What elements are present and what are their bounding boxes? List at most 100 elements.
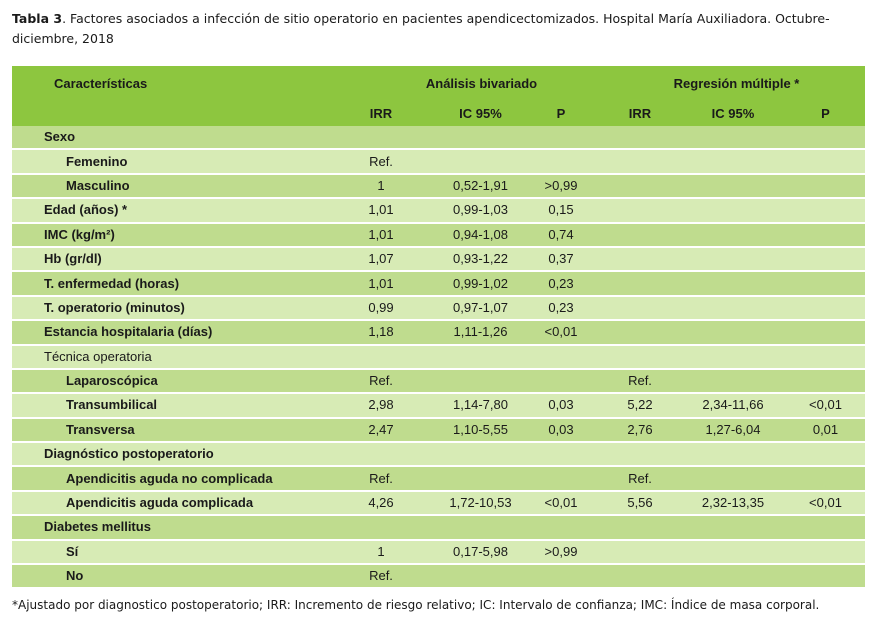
cell-irr-multiple (600, 320, 680, 346)
cell-ic95-multiple (680, 198, 786, 224)
cell-ic95-multiple (680, 271, 786, 297)
table-row: Femenino Ref. (12, 149, 866, 175)
cell-irr: 2,47 (323, 417, 439, 444)
header-col-irr-multiple: IRR (600, 101, 680, 126)
cell-irr: 1 (323, 539, 439, 566)
table-row: Transversa 2,47 1,10-5,55 0,03 2,76 1,27-6,04… (12, 417, 866, 444)
header-characteristics: Características (12, 66, 323, 101)
row-label: Transumbilical (12, 393, 323, 419)
cell-p-multiple (786, 149, 866, 175)
cell-ic95: 1,14-7,80 (439, 393, 522, 419)
cell-irr: 1,07 (323, 246, 439, 273)
cell-p (522, 344, 600, 370)
cell-ic95 (439, 344, 522, 370)
table-row: T. enfermedad (horas) 1,01 0,99-1,02 0,23 (12, 271, 866, 297)
cell-ic95-multiple (680, 149, 786, 175)
cell-irr: Ref. (323, 149, 439, 175)
cell-ic95-multiple: 2,34-11,66 (680, 393, 786, 419)
header-col-irr: IRR (323, 101, 439, 126)
cell-ic95: 1,11-1,26 (439, 320, 522, 346)
cell-ic95: 1,72-10,53 (439, 490, 522, 517)
cell-irr: Ref. (323, 466, 439, 492)
row-label: Hb (gr/dl) (12, 246, 323, 273)
cell-ic95: 0,94-1,08 (439, 222, 522, 248)
cell-ic95 (439, 564, 522, 590)
table-row: Edad (años) * 1,01 0,99-1,03 0,15 (12, 198, 866, 224)
cell-irr: 2,98 (323, 393, 439, 419)
table-row: Diabetes mellitus (12, 515, 866, 541)
cell-p-multiple: <0,01 (786, 393, 866, 419)
cell-p: >0,99 (522, 173, 600, 200)
caption-label: Tabla 3 (12, 11, 63, 26)
table-row: Apendicitis aguda no complicada Ref. Ref. (12, 466, 866, 492)
row-label: Masculino (12, 173, 323, 200)
cell-p: <0,01 (522, 320, 600, 346)
cell-p-multiple (786, 539, 866, 566)
cell-ic95-multiple (680, 295, 786, 322)
table-caption: Tabla 3. Factores asociados a infección … (12, 9, 867, 49)
cell-ic95 (439, 515, 522, 541)
cell-irr (323, 344, 439, 370)
cell-p-multiple: <0,01 (786, 490, 866, 517)
cell-ic95 (439, 368, 522, 395)
row-label: No (12, 564, 323, 590)
cell-p (522, 368, 600, 395)
cell-irr (323, 126, 439, 151)
row-label: Diagnóstico postoperatorio (12, 442, 323, 468)
header-row-groups: Características Análisis bivariado Regre… (12, 66, 866, 101)
cell-irr: 0,99 (323, 295, 439, 322)
cell-ic95: 0,17-5,98 (439, 539, 522, 566)
header-col-ic95: IC 95% (439, 101, 522, 126)
cell-ic95-multiple (680, 320, 786, 346)
table-row: Estancia hospitalaria (días) 1,18 1,11-1,2… (12, 320, 866, 346)
cell-p-multiple (786, 320, 866, 346)
cell-irr-multiple: 2,76 (600, 417, 680, 444)
cell-irr-multiple (600, 515, 680, 541)
table-row: Diagnóstico postoperatorio (12, 442, 866, 468)
header-col-p-multiple: P (786, 101, 866, 126)
cell-ic95-multiple (680, 368, 786, 395)
cell-ic95-multiple (680, 222, 786, 248)
row-label: IMC (kg/m²) (12, 222, 323, 248)
table-row: Sí 1 0,17-5,98 >0,99 (12, 539, 866, 566)
cell-ic95-multiple: 2,32-13,35 (680, 490, 786, 517)
header-multiple: Regresión múltiple * (600, 66, 866, 101)
table-row: Apendicitis aguda complicada 4,26 1,72-10,… (12, 490, 866, 517)
cell-p-multiple (786, 368, 866, 395)
cell-irr-multiple (600, 149, 680, 175)
cell-irr-multiple (600, 539, 680, 566)
row-label: Edad (años) * (12, 198, 323, 224)
cell-irr-multiple: Ref. (600, 466, 680, 492)
cell-irr: 1,01 (323, 271, 439, 297)
cell-ic95-multiple (680, 246, 786, 273)
cell-p: 0,03 (522, 417, 600, 444)
table-row: Hb (gr/dl) 1,07 0,93-1,22 0,37 (12, 246, 866, 273)
cell-irr: 1,18 (323, 320, 439, 346)
cell-ic95-multiple (680, 466, 786, 492)
cell-irr: Ref. (323, 368, 439, 395)
cell-irr: 1 (323, 173, 439, 200)
header-col-ic95-multiple: IC 95% (680, 101, 786, 126)
cell-p-multiple (786, 564, 866, 590)
cell-irr: 1,01 (323, 222, 439, 248)
cell-ic95-multiple: 1,27-6,04 (680, 417, 786, 444)
cell-p: 0,23 (522, 295, 600, 322)
cell-irr: Ref. (323, 564, 439, 590)
row-label: Apendicitis aguda no complicada (12, 466, 323, 492)
caption-text: . Factores asociados a infección de siti… (12, 11, 830, 46)
cell-ic95 (439, 149, 522, 175)
cell-p-multiple (786, 442, 866, 468)
row-label: T. enfermedad (horas) (12, 271, 323, 297)
cell-p (522, 466, 600, 492)
cell-ic95-multiple (680, 515, 786, 541)
cell-p-multiple (786, 295, 866, 322)
cell-irr-multiple (600, 442, 680, 468)
cell-p (522, 442, 600, 468)
table-footnote: *Ajustado por diagnostico postoperatorio… (12, 598, 820, 612)
table-row: No Ref. (12, 564, 866, 590)
cell-ic95-multiple (680, 126, 786, 151)
cell-p-multiple (786, 173, 866, 200)
cell-irr (323, 442, 439, 468)
row-label: Laparoscópica (12, 368, 323, 395)
table-body: Sexo Femenino Ref. Masculino 1 0,52-1,91 >0,99… (12, 126, 866, 590)
